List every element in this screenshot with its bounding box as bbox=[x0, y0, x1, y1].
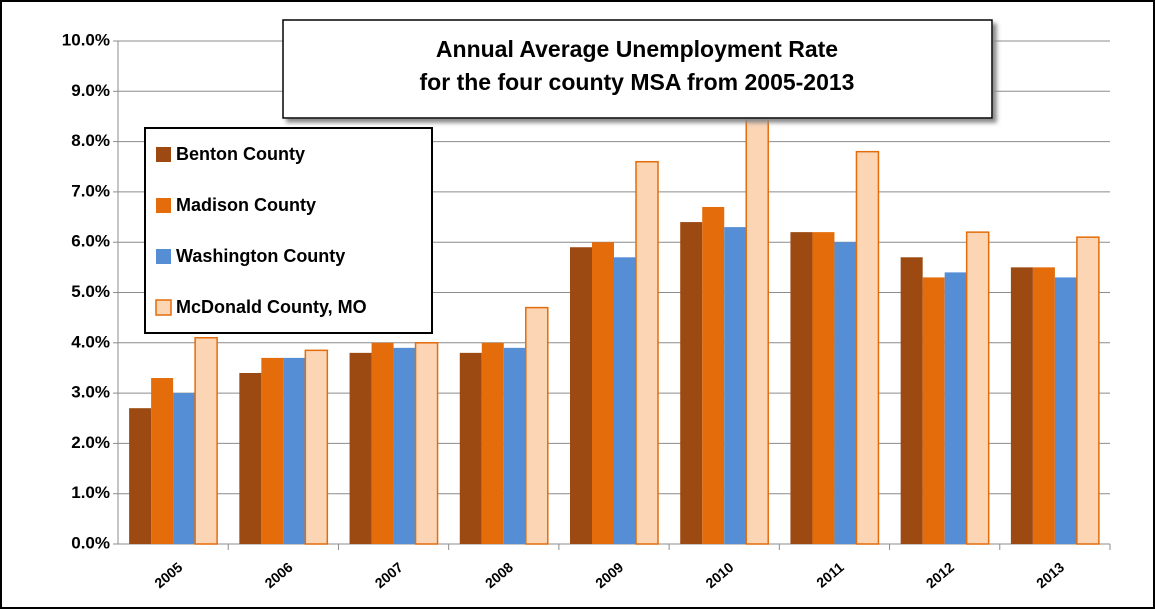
bar bbox=[1076, 236, 1100, 545]
bar bbox=[283, 357, 306, 544]
title-box bbox=[282, 19, 993, 119]
bar bbox=[635, 160, 659, 545]
legend-label: Benton County bbox=[176, 144, 305, 164]
legend-swatch bbox=[155, 299, 172, 316]
bar bbox=[922, 277, 945, 544]
y-tick-label: 7.0% bbox=[71, 181, 110, 200]
bar bbox=[173, 393, 196, 544]
bar bbox=[239, 372, 262, 544]
bar bbox=[745, 105, 769, 545]
y-tick-label: 9.0% bbox=[71, 81, 110, 100]
y-tick-label: 4.0% bbox=[71, 332, 110, 351]
bar bbox=[944, 272, 967, 544]
legend-swatch bbox=[156, 249, 171, 264]
bar bbox=[965, 231, 990, 545]
bar bbox=[592, 242, 614, 544]
bar bbox=[724, 227, 747, 545]
y-tick-label: 2.0% bbox=[71, 433, 110, 452]
bar bbox=[459, 352, 482, 544]
legend-label: Washington County bbox=[176, 246, 345, 266]
legend-label: Madison County bbox=[176, 195, 316, 215]
bar bbox=[900, 257, 923, 544]
bar bbox=[393, 347, 416, 544]
y-tick-label: 8.0% bbox=[71, 131, 110, 150]
legend-swatch bbox=[156, 198, 171, 213]
bar bbox=[304, 349, 329, 545]
bar bbox=[414, 342, 439, 545]
y-tick-label: 1.0% bbox=[71, 483, 110, 502]
bar bbox=[834, 242, 857, 544]
bar bbox=[129, 408, 152, 544]
bar bbox=[194, 337, 218, 545]
y-tick-label: 6.0% bbox=[71, 232, 110, 251]
y-tick-label: 5.0% bbox=[71, 282, 110, 301]
bar bbox=[261, 357, 284, 544]
bar bbox=[614, 257, 636, 544]
legend-swatch bbox=[156, 147, 171, 162]
bar bbox=[570, 247, 592, 545]
y-tick-label: 10.0% bbox=[62, 30, 110, 49]
bar bbox=[371, 342, 394, 544]
bar bbox=[790, 232, 813, 544]
chart-title: for the four county MSA from 2005-2013 bbox=[420, 69, 855, 95]
chart-title: Annual Average Unemployment Rate bbox=[436, 36, 838, 62]
bar bbox=[349, 352, 372, 544]
bar bbox=[1032, 267, 1055, 544]
bar bbox=[1054, 277, 1077, 544]
legend-label: McDonald County, MO bbox=[176, 297, 367, 317]
bar bbox=[525, 306, 549, 545]
bar bbox=[1010, 267, 1033, 544]
bar bbox=[812, 232, 835, 544]
bar bbox=[855, 150, 880, 545]
y-tick-label: 0.0% bbox=[71, 533, 110, 552]
y-tick-label: 3.0% bbox=[71, 383, 110, 402]
bar bbox=[680, 222, 703, 544]
legend-box bbox=[144, 127, 433, 334]
bar bbox=[702, 206, 725, 545]
bar bbox=[151, 378, 174, 544]
bar bbox=[503, 347, 526, 544]
bar bbox=[481, 342, 504, 544]
